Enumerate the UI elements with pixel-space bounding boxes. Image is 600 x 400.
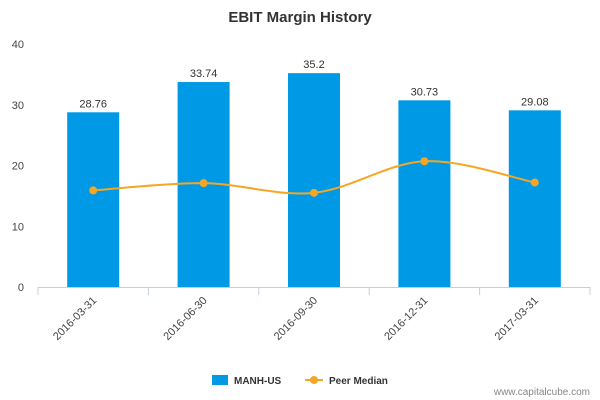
y-tick-label: 20 (12, 161, 24, 173)
x-tick-label: 2016-09-30 (272, 295, 320, 343)
bar-data-label: 33.74 (190, 68, 218, 80)
y-tick-label: 0 (18, 282, 24, 294)
line-series (89, 157, 539, 197)
bar-data-label: 29.08 (521, 96, 549, 108)
credit-text: www.capitalcube.com (493, 387, 590, 398)
peer-median-point-2016-09-30 (310, 188, 318, 197)
peer-median-point-2016-06-30 (199, 179, 208, 188)
y-tick-label: 40 (12, 39, 24, 51)
bar-series (67, 73, 561, 288)
bar-data-label: 35.2 (303, 59, 324, 71)
bar-2017-03-31 (508, 110, 561, 288)
bar-2016-09-30 (288, 73, 340, 287)
peer-median-point-2017-03-31 (530, 178, 539, 187)
bar-2016-03-31 (67, 112, 120, 288)
x-tick-label: 2016-03-31 (51, 295, 99, 343)
y-axis: 0 10 20 30 40 (12, 39, 24, 294)
bar-data-label: 30.73 (411, 86, 439, 98)
peer-median-point-2016-12-31 (420, 157, 429, 166)
y-tick-label: 30 (12, 100, 24, 112)
legend: MANH-US Peer Median (212, 375, 388, 387)
y-tick-label: 10 (12, 221, 24, 233)
legend-swatch-marker (310, 376, 318, 384)
x-tick-label: 2016-12-31 (382, 295, 430, 343)
legend-label-bar: MANH-US (234, 376, 282, 387)
legend-swatch-bar (212, 375, 228, 385)
bar-data-labels: 28.76 33.74 35.2 30.73 29.08 (79, 59, 548, 110)
chart-title: EBIT Margin History (228, 9, 372, 26)
x-axis: 2016-03-31 2016-06-30 2016-09-30 2016-12-31… (37, 287, 591, 343)
peer-median-point-2016-03-31 (89, 186, 98, 195)
x-tick-label: 2017-03-31 (493, 295, 541, 343)
x-tick-label: 2016-06-30 (161, 295, 209, 343)
bar-data-label: 28.76 (79, 98, 107, 110)
legend-label-line: Peer Median (329, 376, 388, 387)
bar-2016-12-31 (398, 100, 451, 287)
